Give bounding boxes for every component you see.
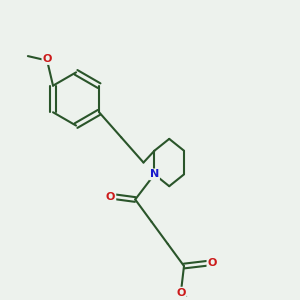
- Text: O: O: [207, 258, 217, 268]
- Text: O: O: [106, 191, 116, 202]
- Text: O: O: [42, 54, 52, 64]
- Text: N: N: [150, 169, 159, 179]
- Text: O: O: [176, 288, 186, 298]
